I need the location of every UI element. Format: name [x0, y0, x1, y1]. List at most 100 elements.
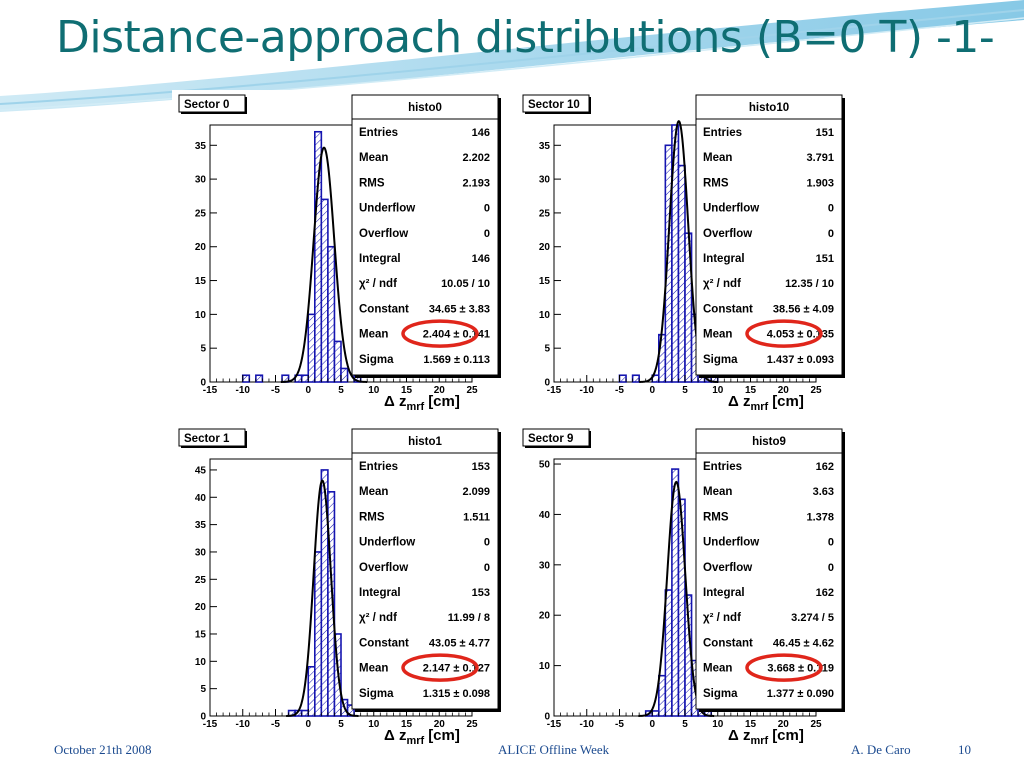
histogram-bin [314, 551, 323, 717]
stats-value-constant: 43.05 ± 4.77 [429, 637, 490, 649]
sector-label-text: Sector 9 [528, 433, 573, 445]
x-tick-label: -15 [203, 719, 218, 730]
footer-author: A. De Caro [851, 742, 911, 757]
stats-label-chi2_ndf: χ² / ndf [703, 612, 741, 624]
stats-label-fitmean: Mean [703, 329, 732, 341]
stats-value-entries: 162 [816, 461, 834, 473]
x-tick-label: 15 [745, 719, 757, 730]
y-tick-label: 35 [539, 141, 551, 152]
stats-value-rms: 1.903 [806, 177, 834, 189]
x-tick-label: 25 [466, 385, 478, 396]
histogram-bin [241, 374, 251, 383]
histogram-bin [664, 589, 673, 717]
x-axis-label-main: Δ z [384, 727, 406, 744]
stats-value-integral: 146 [472, 253, 490, 265]
stats-value-mean: 3.63 [813, 486, 834, 498]
stats-label-rms: RMS [703, 177, 729, 189]
y-tick-label: 25 [195, 575, 207, 586]
stats-label-sigma: Sigma [359, 688, 394, 700]
stats-box: histo10 Entries 151 Mean 3.791 RMS 1.903 Underf… [695, 94, 845, 378]
y-tick-label: 10 [539, 310, 551, 321]
y-tick-label: 5 [200, 344, 206, 355]
y-tick-label: 0 [200, 378, 206, 389]
x-tick-label: 0 [649, 385, 655, 396]
stats-label-rms: RMS [703, 511, 729, 523]
x-axis-label-subscript: mrf [750, 401, 768, 413]
stats-box-name: histo9 [752, 436, 786, 448]
x-tick-label: 5 [682, 719, 688, 730]
sector-label-text: Sector 1 [184, 433, 230, 445]
stats-label-constant: Constant [359, 637, 409, 649]
x-tick-label: 20 [434, 385, 446, 396]
y-tick-label: 25 [539, 208, 551, 219]
stats-value-constant: 38.56 ± 4.09 [773, 303, 834, 315]
histogram-chart-sector-10: -15 -10 -5 0 5 10 15 20 25 0 5 10 15 20 25 30 35 Δ zmrf [c… [522, 94, 845, 413]
x-tick-label: -10 [580, 719, 595, 730]
y-tick-label: 15 [195, 629, 207, 640]
stats-value-integral: 162 [816, 587, 834, 599]
slide-title: Distance-approach distributions (B=0 T) … [56, 12, 995, 63]
stats-label-underflow: Underflow [703, 537, 759, 549]
stats-label-mean: Mean [359, 486, 388, 498]
x-tick-label: 20 [778, 719, 790, 730]
stats-label-constant: Constant [359, 303, 409, 315]
stats-label-integral: Integral [703, 587, 745, 599]
stats-label-underflow: Underflow [359, 203, 415, 215]
stats-box: histo1 Entries 153 Mean 2.099 RMS 1.511 Underfl… [351, 428, 501, 712]
x-tick-label: 15 [401, 719, 413, 730]
x-tick-label: -10 [236, 719, 251, 730]
histogram-bin [255, 374, 264, 383]
sector-label: Sector 1 [178, 428, 247, 448]
stats-label-sigma: Sigma [359, 354, 394, 366]
histogram-chart-sector-9: -15 -10 -5 0 5 10 15 20 25 0 10 20 30 40 50 Δ zmrf [cm] S… [522, 428, 845, 747]
x-axis-label-main: Δ z [384, 393, 406, 410]
stats-value-rms: 1.511 [463, 511, 490, 523]
stats-box-name: histo0 [408, 102, 442, 114]
stats-box: histo9 Entries 162 Mean 3.63 RMS 1.378 Underflo… [695, 428, 845, 712]
stats-label-integral: Integral [359, 587, 401, 599]
x-tick-label: -10 [236, 385, 251, 396]
stats-label-integral: Integral [359, 253, 401, 265]
stats-label-overflow: Overflow [703, 228, 752, 240]
stats-box-name: histo1 [408, 436, 442, 448]
x-tick-label: -15 [547, 385, 562, 396]
histogram-bin [340, 367, 349, 383]
stats-label-entries: Entries [703, 461, 742, 473]
histogram-bin [651, 710, 660, 717]
stats-value-sigma: 1.437 ± 0.093 [767, 354, 834, 366]
stats-value-sigma: 1.315 ± 0.098 [423, 688, 490, 700]
x-tick-label: -10 [580, 385, 595, 396]
histogram-panel-sector-9: -15 -10 -5 0 5 10 15 20 25 0 10 20 30 40 50 Δ zmrf [cm] S… [516, 424, 852, 749]
stats-value-fitmean: 4.053 ± 0.135 [767, 329, 834, 341]
stats-value-rms: 1.378 [806, 511, 834, 523]
x-tick-label: -5 [271, 385, 280, 396]
y-tick-label: 35 [195, 520, 207, 531]
histogram-panel-sector-10: -15 -10 -5 0 5 10 15 20 25 0 5 10 15 20 25 30 35 Δ zmrf [c… [516, 90, 852, 415]
highlight-circle [401, 653, 479, 682]
stats-value-chi2_ndf: 12.35 / 10 [785, 278, 834, 290]
x-axis-label-unit: [cm] [428, 727, 460, 744]
histogram-bin [300, 374, 310, 383]
x-tick-label: 25 [466, 719, 478, 730]
x-tick-label: 15 [401, 385, 413, 396]
x-axis-label-unit: [cm] [428, 393, 460, 410]
y-tick-label: 25 [195, 208, 207, 219]
stats-label-chi2_ndf: χ² / ndf [359, 278, 397, 290]
x-tick-label: -15 [203, 385, 218, 396]
stats-label-entries: Entries [359, 127, 398, 139]
x-axis-label-main: Δ z [728, 393, 750, 410]
y-tick-label: 20 [195, 602, 207, 613]
x-axis-label-subscript: mrf [406, 735, 424, 747]
histogram-bin [658, 674, 667, 717]
y-tick-label: 20 [195, 242, 207, 253]
stats-value-fitmean: 2.147 ± 0.127 [423, 663, 490, 675]
stats-label-overflow: Overflow [359, 562, 408, 574]
x-tick-label: 0 [649, 719, 655, 730]
x-axis-label-subscript: mrf [406, 401, 424, 413]
stats-value-entries: 151 [816, 127, 834, 139]
y-tick-label: 30 [195, 175, 207, 186]
y-tick-label: 0 [544, 712, 550, 723]
stats-label-chi2_ndf: χ² / ndf [359, 612, 397, 624]
stats-label-underflow: Underflow [703, 203, 759, 215]
stats-value-underflow: 0 [828, 203, 834, 215]
